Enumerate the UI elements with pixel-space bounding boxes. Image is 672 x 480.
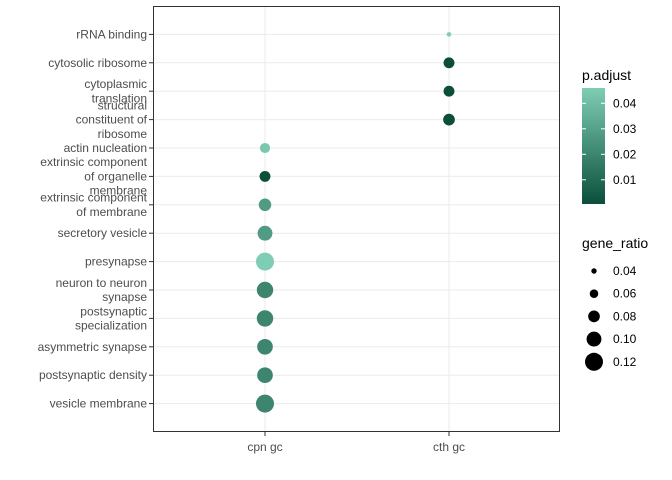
y-tick-label-line: specialization bbox=[75, 319, 147, 333]
size-legend-label: 0.06 bbox=[613, 287, 637, 301]
y-tick-label-line: cytosolic ribosome bbox=[48, 56, 147, 70]
data-point bbox=[259, 170, 271, 182]
colorbar-tick-label: 0.02 bbox=[613, 147, 637, 161]
y-tick-label-line: extrinsic component bbox=[40, 191, 147, 205]
size-legend-label: 0.04 bbox=[613, 264, 637, 278]
y-tick-label-line: asymmetric synapse bbox=[38, 340, 148, 354]
x-axis: cpn gc cth gc bbox=[247, 432, 465, 454]
y-tick-label-line: secretory vesicle bbox=[58, 226, 148, 240]
y-tick-label: postsynaptic specialization bbox=[75, 304, 147, 332]
data-point bbox=[256, 394, 274, 413]
size-legend-label: 0.10 bbox=[613, 332, 637, 346]
y-tick-label-line: rRNA binding bbox=[76, 27, 147, 41]
y-tick-label-line: extrinsic component bbox=[40, 155, 147, 169]
size-legend-items: 0.04 0.06 0.08 0.10 0.12 bbox=[585, 264, 637, 371]
y-tick-label: cytosolic ribosome bbox=[48, 56, 147, 70]
y-tick-label-line: presynapse bbox=[85, 255, 147, 269]
y-tick-label: vesicle membrane bbox=[50, 397, 148, 411]
color-legend-title: p.adjust bbox=[582, 67, 631, 83]
data-point bbox=[443, 85, 455, 97]
colorbar-tick-label: 0.03 bbox=[613, 122, 637, 136]
y-tick-label: neuron to neuron synapse bbox=[56, 276, 148, 304]
colorbar-tick-label: 0.04 bbox=[613, 96, 637, 110]
colorbar bbox=[582, 88, 605, 204]
y-tick-label: cytoplasmic translation bbox=[84, 77, 147, 105]
data-point bbox=[446, 32, 452, 37]
y-tick-label-line: ribosome bbox=[98, 127, 148, 141]
data-point bbox=[257, 367, 273, 384]
data-point bbox=[258, 198, 272, 212]
color-legend: p.adjust 0.04 0.03 0.02 0.01 bbox=[582, 67, 637, 204]
y-tick-label-line: vesicle membrane bbox=[50, 397, 148, 411]
data-point bbox=[256, 252, 274, 271]
data-points bbox=[256, 32, 455, 413]
size-legend-label: 0.12 bbox=[613, 355, 637, 369]
size-legend-dot bbox=[585, 352, 603, 371]
data-point bbox=[259, 142, 271, 154]
x-tick-label: cth gc bbox=[433, 440, 465, 454]
size-legend-dot bbox=[591, 268, 597, 274]
y-tick-label-line: synapse bbox=[102, 290, 147, 304]
panel-background bbox=[153, 6, 560, 432]
data-point bbox=[256, 281, 274, 299]
data-point bbox=[257, 338, 273, 355]
colorbar-ticks: 0.04 0.03 0.02 0.01 bbox=[582, 96, 637, 187]
y-tick-label: asymmetric synapse bbox=[38, 340, 148, 354]
y-axis: rRNA binding cytosolic ribosome cytoplasmi… bbox=[38, 27, 153, 411]
grid-lines bbox=[153, 6, 560, 432]
y-tick-label-line: translation bbox=[92, 91, 147, 105]
size-legend-label: 0.08 bbox=[613, 309, 637, 323]
size-legend: gene_ratio 0.04 0.06 0.08 0.10 0.12 bbox=[582, 235, 648, 371]
y-tick-label: postsynaptic density bbox=[39, 368, 147, 382]
data-point bbox=[443, 57, 455, 69]
size-legend-title: gene_ratio bbox=[582, 235, 648, 251]
size-legend-dot bbox=[589, 289, 599, 298]
y-tick-label-line: actin nucleation bbox=[64, 141, 147, 155]
y-tick-label: structural constituent of ribosome bbox=[76, 98, 148, 140]
colorbar-tick-label: 0.01 bbox=[613, 173, 637, 187]
y-tick-label-line: postsynaptic density bbox=[39, 368, 147, 382]
y-tick-label-line: neuron to neuron bbox=[56, 276, 147, 290]
y-tick-label: actin nucleation bbox=[64, 141, 147, 155]
y-tick-label-line: structural bbox=[98, 98, 147, 112]
data-point bbox=[257, 225, 273, 241]
size-legend-dot bbox=[588, 310, 600, 323]
x-tick-label: cpn gc bbox=[247, 440, 282, 454]
y-tick-label: extrinsic component of organelle membrane bbox=[40, 155, 147, 197]
panel-border bbox=[153, 6, 560, 432]
data-point bbox=[256, 310, 274, 327]
size-legend-dot bbox=[586, 331, 602, 347]
y-tick-label-line: of membrane bbox=[76, 205, 147, 219]
y-tick-label-line: membrane bbox=[90, 184, 148, 198]
y-tick-label-line: constituent of bbox=[76, 113, 148, 127]
y-tick-label-line: cytoplasmic bbox=[84, 77, 147, 91]
y-tick-label: rRNA binding bbox=[76, 27, 147, 41]
data-point bbox=[443, 113, 455, 126]
y-tick-label-line: postsynaptic bbox=[80, 304, 147, 318]
y-tick-label: presynapse bbox=[85, 255, 147, 269]
y-tick-label-line: of organelle bbox=[84, 169, 147, 183]
y-tick-label: secretory vesicle bbox=[58, 226, 148, 240]
y-tick-label: extrinsic component of membrane bbox=[40, 191, 147, 219]
